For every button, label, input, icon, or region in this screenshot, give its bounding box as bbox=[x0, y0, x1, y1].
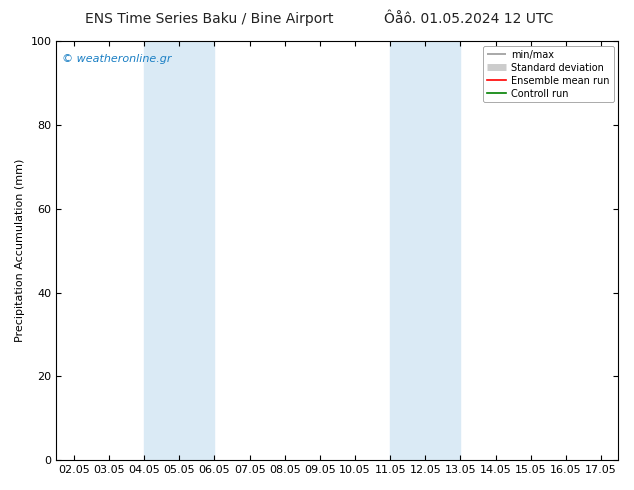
Text: Ôåô. 01.05.2024 12 UTC: Ôåô. 01.05.2024 12 UTC bbox=[384, 12, 554, 26]
Text: © weatheronline.gr: © weatheronline.gr bbox=[62, 53, 172, 64]
Y-axis label: Precipitation Accumulation (mm): Precipitation Accumulation (mm) bbox=[15, 159, 25, 343]
Text: ENS Time Series Baku / Bine Airport: ENS Time Series Baku / Bine Airport bbox=[85, 12, 333, 26]
Bar bbox=[145, 41, 214, 460]
Bar bbox=[390, 41, 460, 460]
Legend: min/max, Standard deviation, Ensemble mean run, Controll run: min/max, Standard deviation, Ensemble me… bbox=[483, 46, 614, 102]
